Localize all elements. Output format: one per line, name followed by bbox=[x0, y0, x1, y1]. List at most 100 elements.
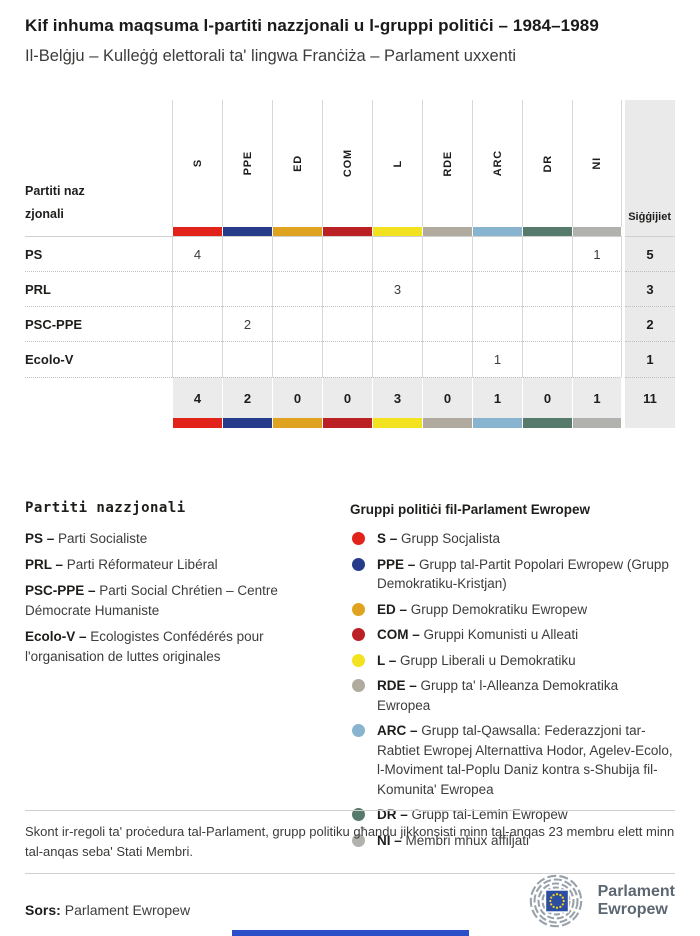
row-header-cell: Partiti nazzjonali bbox=[25, 100, 172, 227]
party-name: Parti Socialiste bbox=[58, 531, 148, 546]
party-legend-item: PRL – Parti Réformateur Libéral bbox=[25, 555, 340, 575]
value-cell bbox=[472, 271, 522, 306]
value-cell bbox=[172, 271, 222, 306]
value-cell bbox=[572, 271, 622, 306]
column-header-ARC: ARC bbox=[472, 100, 522, 227]
spacer bbox=[25, 418, 172, 428]
column-header-label: PPE bbox=[241, 151, 254, 176]
party-legend-item: PS – Parti Socialiste bbox=[25, 529, 340, 549]
legend-political-groups: Gruppi politiċi fil-Parlament Ewropew S … bbox=[350, 500, 675, 856]
column-header-RDE: RDE bbox=[422, 100, 472, 227]
seats-table: Partiti nazzjonali S PPE ED COM L RDE ARC DR NI Si… bbox=[25, 100, 675, 428]
value-cell bbox=[222, 236, 272, 271]
group-abbr: COM – bbox=[377, 627, 424, 642]
legend-parties-list: PS – Parti Socialiste PRL – Parti Réforma… bbox=[25, 529, 340, 667]
totals-seats-cell: 11 bbox=[625, 377, 675, 418]
group-abbr: RDE – bbox=[377, 678, 421, 693]
value-cell bbox=[222, 271, 272, 306]
value-cell bbox=[372, 341, 422, 377]
value-cell bbox=[272, 341, 322, 377]
group-legend-item: NI – Membri mhux affiljati bbox=[350, 831, 675, 851]
column-header-ED: ED bbox=[272, 100, 322, 227]
group-color-dot-icon bbox=[352, 628, 365, 641]
group-abbr: S – bbox=[377, 531, 402, 546]
value-cell bbox=[322, 236, 372, 271]
party-name: Parti Réformateur Libéral bbox=[66, 557, 218, 572]
progress-bar[interactable] bbox=[232, 930, 469, 936]
value-cell: 4 bbox=[172, 236, 222, 271]
value-cell bbox=[172, 306, 222, 341]
hemicycle-icon bbox=[529, 874, 582, 928]
value-cell bbox=[372, 236, 422, 271]
value-cell: 3 bbox=[372, 271, 422, 306]
totals-cell: 4 bbox=[172, 377, 222, 418]
group-legend-item: ED – Grupp Demokratiku Ewropew bbox=[350, 600, 675, 620]
legend-groups-list: S – Grupp Socjalista PPE – Grupp tal-Part… bbox=[350, 529, 675, 850]
totals-cell: 3 bbox=[372, 377, 422, 418]
totals-cell: 0 bbox=[522, 377, 572, 418]
party-abbr: PS – bbox=[25, 531, 59, 546]
legend-row: Partiti nazzjonali PS – Parti Socialiste… bbox=[25, 500, 675, 856]
group-color-bar-S bbox=[172, 227, 222, 236]
group-legend-item: S – Grupp Socjalista bbox=[350, 529, 675, 549]
spacer bbox=[25, 227, 172, 236]
group-name: Membri mhux affiljati bbox=[405, 832, 530, 848]
column-header-label: NI bbox=[591, 157, 603, 170]
column-header-L: L bbox=[372, 100, 422, 227]
value-cell bbox=[522, 341, 572, 377]
value-cell bbox=[472, 236, 522, 271]
party-abbr: Ecolo-V – bbox=[25, 629, 91, 644]
footnote-text: Skont ir-regoli ta' proċedura tal-Parlam… bbox=[25, 824, 675, 859]
group-color-bar-ED bbox=[272, 227, 322, 236]
group-name: Grupp ta' l-Alleanza Demokratika Ewropea bbox=[377, 678, 619, 713]
column-header-DR: DR bbox=[522, 100, 572, 227]
group-name: Grupp Socjalista bbox=[401, 531, 501, 546]
source-line: Sors: Parlament Ewropew bbox=[25, 902, 190, 918]
group-abbr: ED – bbox=[377, 601, 411, 617]
logo-line2: Ewropew bbox=[597, 901, 668, 918]
seats-header-label: Siġġijiet bbox=[628, 211, 671, 223]
column-header-label: ED bbox=[291, 155, 304, 172]
seats-column-fill bbox=[625, 418, 675, 428]
group-color-dot-icon bbox=[352, 808, 365, 821]
group-color-bar-PPE bbox=[222, 418, 272, 428]
column-header-label: ARC bbox=[491, 150, 504, 177]
value-cell bbox=[272, 306, 322, 341]
value-cell bbox=[272, 236, 322, 271]
column-header-label: DR bbox=[541, 154, 554, 173]
column-header-label: L bbox=[391, 159, 404, 168]
group-color-dot-icon bbox=[352, 602, 365, 616]
logo-wordmark: Parlament Ewropew bbox=[598, 883, 675, 919]
group-legend-item: PPE – Grupp tal-Partit Popolari Ewropew … bbox=[350, 555, 675, 594]
group-legend-text: NI – Membri mhux affiljati bbox=[377, 831, 529, 851]
value-cell bbox=[572, 341, 622, 377]
group-legend-text: S – Grupp Socjalista bbox=[377, 529, 500, 549]
row-header-label: Partiti nazzjonali bbox=[25, 184, 85, 221]
group-legend-text: ED – Grupp Demokratiku Ewropew bbox=[377, 600, 587, 620]
group-legend-text: L – Grupp Liberali u Demokratiku bbox=[377, 651, 576, 671]
group-name: Grupp Demokratiku Ewropew bbox=[410, 601, 588, 617]
group-color-dot-icon bbox=[352, 833, 365, 847]
footnote-block: Skont ir-regoli ta' proċedura tal-Parlam… bbox=[25, 810, 675, 874]
seats-header-cell: Siġġijiet bbox=[625, 100, 675, 227]
group-color-bar-ED bbox=[272, 418, 322, 428]
value-cell bbox=[522, 271, 572, 306]
source-label: Sors: bbox=[25, 902, 61, 918]
value-cell bbox=[572, 306, 622, 341]
group-legend-item: L – Grupp Liberali u Demokratiku bbox=[350, 651, 675, 671]
value-cell bbox=[322, 271, 372, 306]
seats-value-cell: 1 bbox=[625, 341, 675, 377]
legend-groups-heading: Gruppi politiċi fil-Parlament Ewropew bbox=[350, 502, 591, 517]
column-header-label: COM bbox=[341, 149, 354, 178]
totals-cell: 1 bbox=[572, 377, 622, 418]
party-abbr: PSC-PPE – bbox=[25, 583, 100, 598]
group-name: Grupp tal-Qawsalla: Federazzjoni tar-Rab… bbox=[377, 723, 673, 797]
source-text: Parlament Ewropew bbox=[64, 902, 191, 918]
legend-national-parties: Partiti nazzjonali PS – Parti Socialiste… bbox=[25, 500, 340, 856]
group-name: Grupp tal-Partit Popolari Ewropew (Grupp… bbox=[377, 556, 669, 592]
seats-table-wrap: Partiti nazzjonali S PPE ED COM L RDE ARC DR NI Si… bbox=[25, 100, 675, 428]
group-color-bar-L bbox=[372, 227, 422, 236]
value-cell: 1 bbox=[472, 341, 522, 377]
group-legend-item: COM – Gruppi Komunisti u Alleati bbox=[350, 625, 675, 645]
value-cell bbox=[272, 271, 322, 306]
